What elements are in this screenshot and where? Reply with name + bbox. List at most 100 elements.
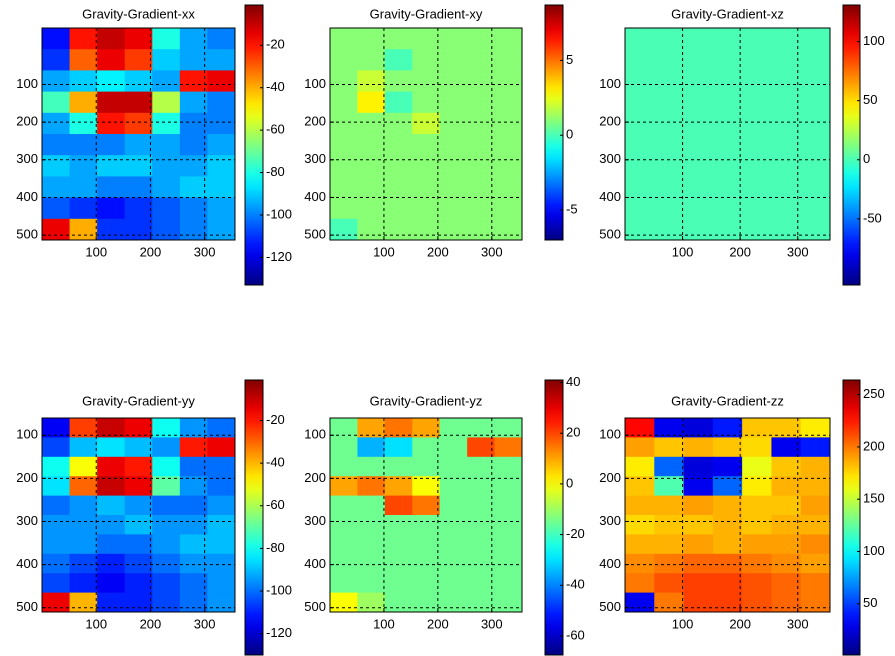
- heat-cell: [683, 592, 714, 613]
- heat-cell: [207, 197, 236, 220]
- y-tick-label: 100: [599, 427, 621, 442]
- heat-cell: [712, 476, 743, 497]
- heat-cell: [742, 70, 772, 93]
- heat-cell: [384, 592, 413, 613]
- heat-cell: [467, 437, 496, 458]
- heat-cell: [771, 456, 802, 477]
- heat-cell: [69, 437, 98, 458]
- heat-cell: [69, 91, 98, 114]
- heat-cell: [179, 28, 208, 50]
- heat-cell: [97, 592, 126, 613]
- y-tick-label: 300: [16, 151, 38, 166]
- heat-cell: [412, 553, 441, 574]
- heat-cell: [654, 456, 685, 477]
- heat-cell: [152, 476, 181, 497]
- heat-cell: [800, 112, 831, 135]
- heat-cell: [654, 218, 685, 241]
- heat-cell: [152, 534, 181, 555]
- heat-cell: [69, 197, 98, 220]
- colorbar-tick-label: -20: [266, 37, 285, 52]
- heat-cell: [771, 418, 802, 438]
- heat-cell: [439, 91, 468, 114]
- heat-cell: [152, 70, 181, 93]
- heat-cell: [494, 112, 523, 135]
- heat-cell: [654, 515, 685, 535]
- heat-cell: [683, 456, 714, 477]
- heat-cell: [494, 573, 523, 594]
- heat-cell: [439, 437, 468, 458]
- colorbar-tick-label: 200: [863, 438, 885, 453]
- heat-cell: [800, 49, 831, 71]
- heat-cell: [439, 176, 468, 199]
- heat-cell: [357, 197, 386, 220]
- heat-cell: [771, 553, 802, 574]
- y-tick-label: 400: [16, 556, 38, 571]
- heat-cell: [412, 91, 441, 114]
- heat-cell: [207, 418, 236, 438]
- heat-cell: [494, 218, 523, 241]
- y-tick-label: 400: [16, 189, 38, 204]
- heat-cell: [771, 70, 802, 93]
- heat-cell: [124, 592, 153, 613]
- heat-cell: [625, 112, 655, 135]
- heat-cell: [207, 155, 236, 177]
- heat-cell: [152, 418, 181, 438]
- y-tick-label: 100: [304, 76, 326, 91]
- heat-cell: [625, 197, 655, 220]
- heat-cell: [207, 495, 236, 516]
- colorbar: [544, 4, 564, 241]
- heat-cell: [42, 476, 71, 497]
- y-tick-label: 300: [599, 151, 621, 166]
- heat-cell: [42, 176, 71, 199]
- heat-cell: [771, 515, 802, 535]
- colorbar-tick-label: -100: [266, 582, 292, 597]
- heat-cell: [712, 70, 743, 93]
- heat-cell: [384, 573, 413, 594]
- heat-cell: [330, 592, 358, 613]
- heat-cell: [124, 49, 153, 71]
- heat-cell: [494, 134, 523, 156]
- heat-cell: [97, 155, 126, 177]
- heat-cell: [330, 418, 358, 438]
- heat-cell: [69, 70, 98, 93]
- heat-cell: [494, 418, 523, 438]
- heat-cell: [152, 456, 181, 477]
- heat-cell: [207, 592, 236, 613]
- heat-cell: [625, 176, 655, 199]
- heat-cell: [800, 176, 831, 199]
- heat-cell: [625, 476, 655, 497]
- heat-cell: [683, 476, 714, 497]
- heat-cell: [800, 91, 831, 114]
- y-tick-label: 200: [16, 470, 38, 485]
- x-tick-label: 200: [140, 616, 162, 631]
- heat-cell: [494, 553, 523, 574]
- heat-cell: [330, 28, 358, 50]
- heat-cell: [412, 197, 441, 220]
- heat-cell: [357, 49, 386, 71]
- heat-cell: [439, 28, 468, 50]
- heat-cell: [712, 515, 743, 535]
- heat-cell: [42, 134, 71, 156]
- heat-cell: [800, 70, 831, 93]
- heat-cell: [712, 418, 743, 438]
- heat-cell: [42, 197, 71, 220]
- colorbar-tick-label: -80: [266, 164, 285, 179]
- heat-cell: [625, 515, 655, 535]
- heat-cell: [152, 553, 181, 574]
- heat-cell: [439, 418, 468, 438]
- heat-cell: [97, 418, 126, 438]
- x-tick-label: 200: [729, 616, 751, 631]
- heat-cell: [800, 515, 831, 535]
- heat-cell: [330, 495, 358, 516]
- axes-frame: [329, 27, 523, 241]
- heat-cell: [742, 456, 772, 477]
- panel-title: Gravity-Gradient-zz: [671, 393, 784, 408]
- heat-cell: [625, 49, 655, 71]
- heat-cell: [384, 134, 413, 156]
- heat-cell: [683, 437, 714, 458]
- heat-cell: [69, 573, 98, 594]
- heat-cell: [439, 70, 468, 93]
- heat-cell: [654, 418, 685, 438]
- heat-cell: [742, 134, 772, 156]
- heat-cell: [742, 28, 772, 50]
